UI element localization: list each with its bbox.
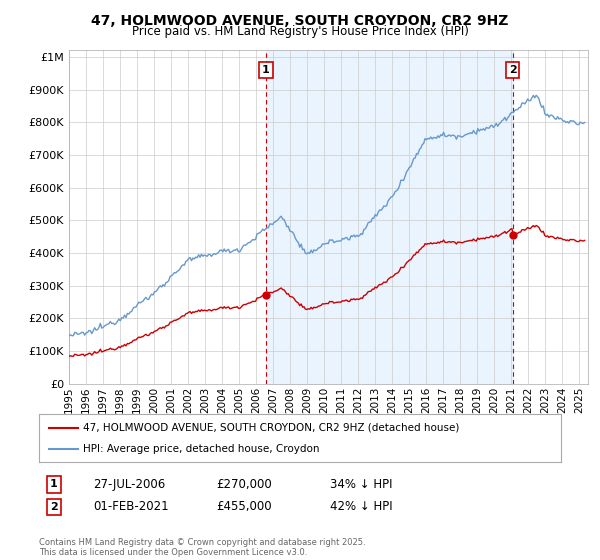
Text: 27-JUL-2006: 27-JUL-2006: [93, 478, 165, 491]
Text: Contains HM Land Registry data © Crown copyright and database right 2025.
This d: Contains HM Land Registry data © Crown c…: [39, 538, 365, 557]
Text: 2: 2: [50, 502, 58, 512]
Text: 47, HOLMWOOD AVENUE, SOUTH CROYDON, CR2 9HZ: 47, HOLMWOOD AVENUE, SOUTH CROYDON, CR2 …: [91, 14, 509, 28]
Text: 01-FEB-2021: 01-FEB-2021: [93, 500, 169, 514]
Text: 2: 2: [509, 65, 517, 75]
Text: 34% ↓ HPI: 34% ↓ HPI: [330, 478, 392, 491]
Text: 47, HOLMWOOD AVENUE, SOUTH CROYDON, CR2 9HZ (detached house): 47, HOLMWOOD AVENUE, SOUTH CROYDON, CR2 …: [83, 423, 460, 433]
Text: Price paid vs. HM Land Registry's House Price Index (HPI): Price paid vs. HM Land Registry's House …: [131, 25, 469, 38]
Text: 1: 1: [262, 65, 270, 75]
Text: 1: 1: [50, 479, 58, 489]
Text: £455,000: £455,000: [216, 500, 272, 514]
Text: HPI: Average price, detached house, Croydon: HPI: Average price, detached house, Croy…: [83, 444, 320, 454]
Text: £270,000: £270,000: [216, 478, 272, 491]
Text: 42% ↓ HPI: 42% ↓ HPI: [330, 500, 392, 514]
